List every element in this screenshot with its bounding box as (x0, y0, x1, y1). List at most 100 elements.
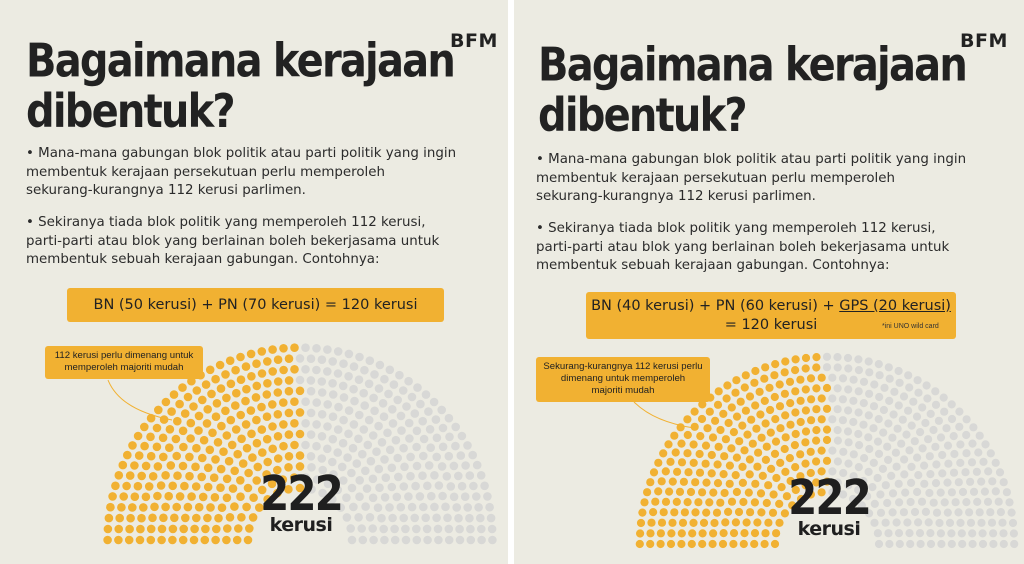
seat-majority (750, 539, 759, 549)
seat-remaining (910, 437, 919, 446)
seat-majority (739, 539, 748, 549)
seat-majority (668, 518, 677, 527)
seat-majority (146, 451, 156, 461)
equation-gps: GPS (20 kerusi) (839, 298, 951, 314)
seat-remaining (854, 429, 863, 439)
seat-remaining (406, 452, 415, 462)
seat-remaining (996, 507, 1005, 517)
seat-majority (686, 487, 696, 497)
seat-majority (295, 408, 305, 417)
seat-majority (713, 479, 723, 488)
seat-majority (273, 454, 283, 463)
seat-remaining (333, 485, 343, 495)
seat-remaining (404, 376, 413, 386)
seat-remaining (369, 393, 378, 403)
seat-majority (249, 493, 258, 503)
majority-callout: Sekurang-kurangnya 112 kerusi perlu dime… (536, 357, 710, 402)
seat-remaining (957, 529, 966, 538)
seat-remaining (427, 491, 436, 501)
seat-majority (150, 502, 159, 512)
seat-remaining (828, 467, 837, 476)
seat-majority (729, 529, 739, 538)
seat-majority (766, 428, 775, 437)
seat-majority (659, 449, 668, 458)
seat-majority (764, 518, 773, 527)
seat-remaining (323, 345, 332, 354)
seat-remaining (955, 422, 964, 431)
seat-majority (263, 457, 273, 467)
bullet-line: membentuk kerajaan persekutuan perlu mem… (536, 170, 895, 186)
seat-remaining (968, 539, 977, 549)
seat-remaining (444, 535, 454, 545)
seat-remaining (446, 482, 456, 491)
seat-remaining (844, 438, 853, 447)
seat-remaining (1009, 529, 1018, 538)
seat-majority (666, 457, 675, 466)
callout-leader-line (107, 379, 173, 421)
seat-remaining (900, 455, 909, 464)
seat-remaining (961, 468, 970, 477)
seat-remaining (838, 416, 847, 425)
seat-remaining (328, 457, 337, 467)
seat-remaining (889, 410, 898, 419)
seat-majority (690, 407, 699, 416)
seat-remaining (357, 524, 367, 533)
seat-remaining (364, 415, 374, 425)
seat-remaining (463, 503, 473, 512)
seat-majority (290, 419, 299, 428)
seat-remaining (938, 450, 947, 460)
seat-remaining (346, 524, 356, 533)
seat-majority (701, 441, 711, 450)
seat-majority (284, 376, 294, 385)
seat-remaining (870, 380, 879, 389)
seat-remaining (926, 539, 936, 549)
seat-remaining (413, 383, 422, 392)
seat-majority (786, 476, 795, 486)
seat-majority (780, 389, 789, 398)
seat-remaining (966, 477, 975, 486)
seat-majority (273, 410, 283, 419)
seat-remaining (460, 492, 470, 502)
seat-remaining (323, 400, 333, 409)
seat-majority (212, 524, 221, 534)
seat-remaining (923, 394, 932, 403)
seat-majority (697, 414, 707, 424)
callout-line: memperoleh majoriti mudah (64, 362, 184, 373)
seat-remaining (365, 513, 375, 522)
seat-remaining (433, 524, 443, 534)
callout-line: Sekurang-kurangnya 112 kerusi perlu (543, 361, 703, 372)
seat-remaining (468, 450, 478, 460)
title-line: Bagaimana kerajaan (26, 34, 456, 88)
seat-remaining (407, 502, 417, 512)
seat-majority (721, 518, 730, 527)
seat-remaining (412, 535, 422, 545)
seat-majority (244, 468, 253, 478)
seat-remaining (328, 495, 337, 504)
seat-majority (172, 451, 181, 461)
seat-remaining (444, 524, 454, 534)
seat-majority (290, 343, 299, 353)
seat-remaining (865, 368, 874, 377)
seat-remaining (936, 433, 946, 442)
seat-majority (226, 379, 236, 389)
seat-majority (790, 441, 799, 450)
seat-remaining (881, 481, 890, 490)
seat-majority (801, 385, 810, 394)
seat-majority (262, 434, 272, 444)
seat-remaining (466, 524, 475, 534)
seat-majority (665, 487, 674, 496)
seat-majority (223, 524, 232, 533)
seat-majority (262, 390, 272, 399)
seat-remaining (301, 419, 310, 428)
bullet-line: membentuk kerajaan persekutuan perlu mem… (26, 164, 385, 180)
seat-majority (775, 402, 785, 411)
seat-remaining (333, 425, 343, 434)
seat-majority (659, 508, 668, 517)
seat-majority (771, 437, 781, 446)
seat-majority (242, 443, 252, 453)
seat-majority (768, 508, 778, 517)
wild-card-note: *ini UNO wild card (882, 323, 939, 330)
seat-majority (695, 468, 705, 477)
bullet-line: • Sekiranya tiada blok politik yang memp… (26, 215, 426, 230)
seat-remaining (938, 469, 947, 478)
